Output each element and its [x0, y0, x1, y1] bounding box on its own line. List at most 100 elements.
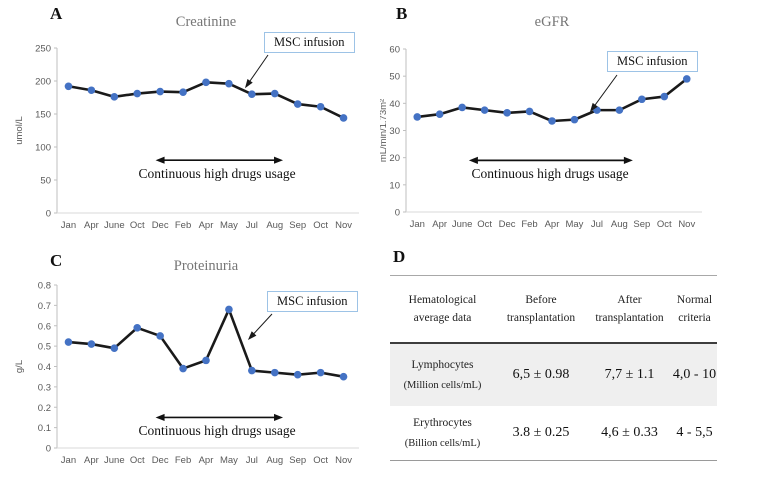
proteinuria-line-chart: 0 0.1 0.2 0.3 0.4 0.5 0.6 0.7 0.8 Jan Apr June Oct De… — [14, 281, 359, 466]
x-tick-label: Feb — [175, 220, 191, 231]
table-header-row: Hematological average data Before transp… — [390, 276, 717, 344]
row-unit: (Billion cells/mL) — [404, 437, 481, 449]
msc-arrow-line — [593, 74, 618, 108]
data-point-marker — [87, 340, 96, 348]
row-unit: (Million cells/mL) — [403, 379, 482, 391]
x-tick-label: June — [104, 220, 125, 231]
y-tick-label: 60 — [389, 45, 400, 56]
panel-b-egfr: 0 10 20 30 40 50 60 Jan Apr June Oct Dec Feb Apr May Ju… — [380, 0, 760, 245]
x-tick-label: Dec — [499, 219, 516, 230]
data-point-marker — [339, 114, 348, 122]
x-tick-label: Sep — [289, 220, 306, 231]
data-point-marker — [316, 102, 325, 111]
arrowhead — [155, 413, 165, 422]
y-tick-label: 0.1 — [38, 423, 51, 434]
data-point-marker — [202, 356, 210, 365]
x-tick-label: Jul — [591, 219, 603, 230]
panel-c-proteinuria: 0 0.1 0.2 0.3 0.4 0.5 0.6 0.7 0.8 Jan Apr June Oct De… — [0, 245, 380, 490]
data-point-marker — [413, 113, 422, 121]
x-tick-label: May — [565, 219, 583, 230]
row-name: Erythrocytes — [413, 416, 472, 429]
data-point-marker — [548, 117, 556, 125]
msc-infusion-callout: MSC infusion — [607, 51, 698, 72]
row-name: Lymphocytes — [411, 358, 474, 371]
arrowhead — [274, 413, 284, 422]
y-tick-label: 50 — [389, 72, 400, 83]
y-tick-label: 200 — [35, 77, 51, 88]
creatinine-line-chart: 0 50 100 150 200 250 Jan Apr June Oct Dec Feb Apr May… — [14, 44, 359, 231]
egfr-line-chart: 0 10 20 30 40 50 60 Jan Apr June Oct Dec Feb Apr May Ju… — [380, 45, 702, 230]
y-axis-title: umol/L — [14, 116, 25, 145]
x-tick-label: Jan — [410, 219, 425, 230]
table-row-erythrocytes: Erythrocytes (Billion cells/mL) 3.8 ± 0.… — [390, 406, 717, 460]
value-before: 3.8 ± 0.25 — [512, 424, 570, 440]
y-tick-label: 0.5 — [38, 342, 51, 353]
arrowhead — [589, 102, 598, 113]
value-after: 4,6 ± 0.33 — [601, 424, 658, 440]
x-tick-label: Jul — [246, 220, 258, 231]
panel-letter-b: B — [396, 4, 408, 23]
value-after: 7,7 ± 1.1 — [604, 366, 655, 382]
hematology-table: Hematological average data Before transp… — [390, 275, 717, 461]
x-tick-label: May — [220, 455, 238, 466]
x-tick-label: Apr — [84, 220, 99, 231]
data-point-marker — [503, 109, 511, 117]
x-tick-label: Nov — [335, 220, 352, 231]
x-tick-label: Aug — [266, 220, 283, 231]
data-point-marker — [316, 368, 325, 377]
x-tick-label: Feb — [175, 455, 191, 466]
y-tick-label: 150 — [35, 110, 51, 121]
data-point-marker — [179, 88, 187, 97]
x-tick-label: Oct — [313, 220, 328, 231]
y-tick-label: 0.4 — [38, 362, 51, 373]
y-tick-label: 0.8 — [38, 281, 51, 292]
row-name-cell: Erythrocytes (Billion cells/mL) — [390, 417, 495, 449]
panel-letter-c: C — [50, 251, 63, 270]
col-header-hematological: Hematological average data — [408, 294, 477, 324]
panel-letter-a: A — [50, 4, 63, 23]
panel-d-hematology-table: D Hematological average data Before tran… — [380, 245, 761, 490]
y-tick-label: 250 — [35, 44, 51, 55]
data-point-marker — [225, 79, 233, 88]
data-point-marker — [660, 92, 669, 101]
data-point-marker — [87, 86, 96, 95]
data-point-marker — [293, 370, 302, 379]
data-point-marker — [480, 106, 489, 114]
arrowhead — [623, 156, 633, 164]
x-tick-label: Jan — [61, 455, 76, 466]
data-point-marker — [638, 95, 646, 104]
series-line — [67, 308, 345, 378]
data-point-marker — [293, 100, 302, 108]
x-tick-label: Nov — [678, 219, 695, 230]
x-tick-label: Jul — [246, 455, 258, 466]
chart-title-proteinuria: Proteinuria — [173, 258, 239, 274]
x-tick-label: Apr — [199, 455, 214, 466]
y-tick-label: 0.6 — [38, 321, 51, 332]
series-line — [415, 77, 689, 123]
arrowhead — [244, 79, 253, 89]
data-point-marker — [179, 364, 187, 373]
x-tick-label: Apr — [432, 219, 447, 230]
data-point-marker — [202, 78, 210, 87]
data-point-marker — [682, 75, 691, 83]
y-tick-label: 100 — [35, 143, 51, 154]
data-point-marker — [133, 323, 142, 332]
row-name-cell: Lymphocytes (Million cells/mL) — [390, 359, 495, 391]
msc-arrow-line — [247, 54, 269, 84]
x-tick-label: Apr — [84, 455, 99, 466]
value-before: 6,5 ± 0.98 — [512, 366, 570, 382]
data-point-marker — [270, 368, 279, 377]
data-point-marker — [458, 103, 466, 112]
x-tick-label: Oct — [130, 220, 145, 231]
col-header-normal: Normal criteria — [676, 294, 713, 324]
drugs-usage-label: Continuous high drugs usage — [471, 166, 629, 181]
y-tick-label: 20 — [389, 153, 400, 164]
data-point-marker — [570, 115, 579, 124]
value-normal: 4 - 5,5 — [676, 424, 713, 440]
y-tick-label: 0 — [46, 444, 51, 455]
x-tick-label: Aug — [266, 455, 283, 466]
x-tick-label: Sep — [633, 219, 650, 230]
x-tick-label: June — [104, 455, 125, 466]
x-tick-label: Feb — [521, 219, 537, 230]
x-tick-label: Aug — [611, 219, 628, 230]
